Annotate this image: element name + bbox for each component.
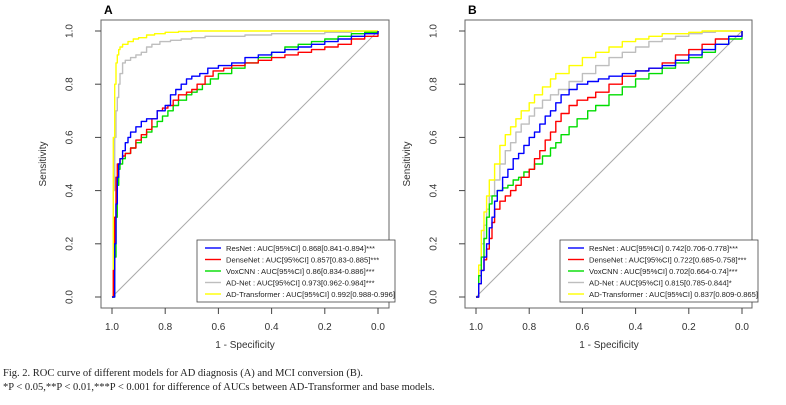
y-tick-label: 0.8 <box>429 77 440 91</box>
y-tick-label: 0.2 <box>429 236 440 250</box>
roc-curve-voxcnn <box>476 31 743 298</box>
y-tick-label: 0.4 <box>65 183 76 197</box>
roc-curve-ad-net <box>476 30 742 298</box>
x-tick-label: 0.0 <box>371 322 385 333</box>
x-tick-label: 0.8 <box>522 322 536 333</box>
legend: ResNet : AUC[95%CI] 0.742[0.706-0.778]**… <box>559 239 759 303</box>
y-axis-label: Sensitivity <box>38 141 49 186</box>
x-tick-label: 0.2 <box>682 322 696 333</box>
x-tick-label: 1.0 <box>105 322 119 333</box>
x-axis-label: 1 - Specificity <box>215 340 274 351</box>
y-tick-label: 0.6 <box>429 130 440 144</box>
roc-curve-densenet <box>476 31 743 298</box>
diagonal-reference-line <box>475 30 743 298</box>
plot-frame <box>464 19 753 309</box>
x-tick-label: 0.8 <box>158 322 172 333</box>
y-tick-label: 0.4 <box>429 183 440 197</box>
x-tick-label: 0.6 <box>211 322 225 333</box>
legend-box <box>559 239 759 303</box>
roc-curve-resnet <box>112 31 379 298</box>
y-tick-label: 0.0 <box>65 290 76 304</box>
legend-entry: AD-Net : AUC[95%CI] 0.815[0.785-0.844]* <box>589 279 732 288</box>
legend-entry: DenseNet : AUC[95%CI] 0.857[0.83-0.885]*… <box>226 256 379 265</box>
x-tick-label: 0.2 <box>318 322 332 333</box>
roc-curve-resnet <box>476 31 743 298</box>
plot-frame <box>100 19 390 309</box>
legend-entry: AD-Transformer : AUC[95%CI] 0.837[0.809-… <box>589 290 758 299</box>
y-axis-label: Sensitivity <box>402 141 413 186</box>
roc-panel-b: B 0.0 0.2 0.4 0.6 0.8 1.0 Sensitivity 1.0 0.8 0.6 0… <box>402 3 759 351</box>
y-tick-label: 1.0 <box>429 24 440 38</box>
legend-entry: VoxCNN : AUC[95%CI] 0.86[0.834-0.886]*** <box>226 267 375 276</box>
y-tick-label: 1.0 <box>65 24 76 38</box>
x-tick-label: 0.6 <box>575 322 589 333</box>
figure-caption-line-1: Fig. 2. ROC curve of different models fo… <box>3 368 363 379</box>
roc-curve-ad-transformer <box>112 30 378 298</box>
x-tick-label: 0.0 <box>735 322 749 333</box>
legend-entry: AD-Net : AUC[95%CI] 0.973[0.962-0.984]**… <box>226 279 375 288</box>
legend-entry: VoxCNN : AUC[95%CI] 0.702[0.664-0.74]*** <box>589 267 738 276</box>
y-tick-label: 0.2 <box>65 236 76 250</box>
legend-entry: ResNet : AUC[95%CI] 0.742[0.706-0.778]**… <box>589 244 738 253</box>
legend-entry: DenseNet : AUC[95%CI] 0.722[0.685-0.758]… <box>589 256 746 265</box>
y-tick-label: 0.8 <box>65 77 76 91</box>
legend: ResNet : AUC[95%CI] 0.868[0.841-0.894]**… <box>196 239 396 303</box>
legend-entry: ResNet : AUC[95%CI] 0.868[0.841-0.894]**… <box>226 244 375 253</box>
panel-label: B <box>468 3 477 17</box>
y-tick-label: 0.0 <box>429 290 440 304</box>
figure-caption-line-2: *P < 0.05,**P < 0.01,***P < 0.001 for di… <box>3 382 435 393</box>
diagonal-reference-line <box>111 30 379 298</box>
panel-label: A <box>104 3 113 17</box>
roc-panel-a: A 0.0 0.2 0.4 0.6 0.8 1.0 Sensitivity 1.0 0.8 0.6 0… <box>38 3 396 351</box>
legend-entry: AD-Transformer : AUC[95%CI] 0.992[0.988-… <box>226 290 395 299</box>
x-tick-label: 1.0 <box>469 322 483 333</box>
x-tick-label: 0.4 <box>629 322 643 333</box>
x-axis-label: 1 - Specificity <box>579 340 638 351</box>
legend-box <box>196 239 396 303</box>
roc-curve-ad-transformer <box>476 30 742 298</box>
x-tick-label: 0.4 <box>265 322 279 333</box>
roc-curve-voxcnn <box>112 31 379 298</box>
y-tick-label: 0.6 <box>65 130 76 144</box>
roc-curve-ad-net <box>112 30 378 298</box>
